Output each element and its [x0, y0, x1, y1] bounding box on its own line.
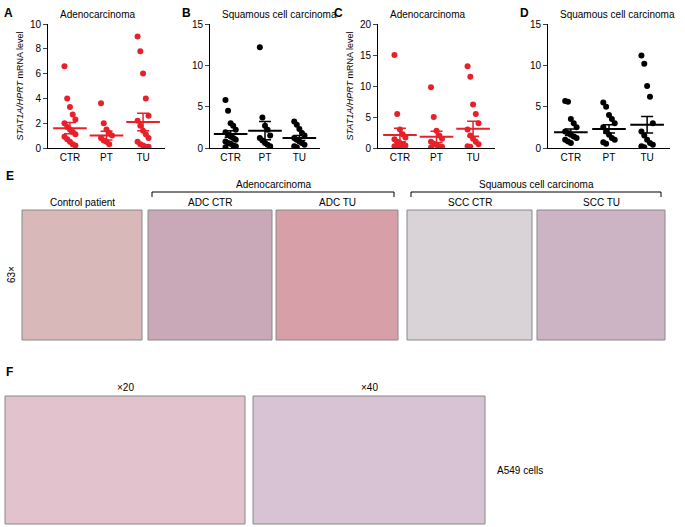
svg-text:5: 5: [365, 112, 371, 123]
svg-text:ADC CTR: ADC CTR: [188, 197, 232, 208]
svg-text:PT: PT: [100, 152, 113, 163]
svg-text:Adenocarcinoma: Adenocarcinoma: [60, 9, 135, 20]
svg-text:6: 6: [35, 68, 41, 79]
svg-text:TU: TU: [640, 152, 653, 163]
svg-text:CTR: CTR: [60, 152, 81, 163]
svg-text:15: 15: [530, 19, 542, 30]
svg-text:10: 10: [530, 60, 542, 71]
svg-text:CTR: CTR: [561, 152, 582, 163]
svg-text:SCC CTR: SCC CTR: [448, 197, 492, 208]
svg-text:STAT1A/HPRT mRNA level: STAT1A/HPRT mRNA level: [15, 31, 25, 140]
svg-text:SCC TU: SCC TU: [583, 197, 620, 208]
svg-text:10: 10: [30, 19, 42, 30]
svg-text:E: E: [6, 169, 14, 183]
svg-text:CTR: CTR: [220, 152, 241, 163]
svg-text:A: A: [4, 6, 13, 20]
svg-text:10: 10: [192, 60, 204, 71]
svg-text:2: 2: [35, 118, 41, 129]
svg-text:Squamous cell carcinoma: Squamous cell carcinoma: [222, 9, 337, 20]
svg-text:CTR: CTR: [390, 152, 411, 163]
svg-text:STAT1A/HPRT mRNA level: STAT1A/HPRT mRNA level: [345, 31, 355, 140]
svg-text:ADC TU: ADC TU: [319, 197, 356, 208]
svg-text:Squamous cell carcinoma: Squamous cell carcinoma: [479, 179, 594, 190]
svg-text:4: 4: [35, 93, 41, 104]
svg-text:5: 5: [197, 101, 203, 112]
svg-text:Squamous cell carcinoma: Squamous cell carcinoma: [560, 9, 675, 20]
svg-text:×20: ×20: [117, 382, 134, 393]
svg-text:C: C: [334, 6, 343, 20]
svg-text:15: 15: [192, 19, 204, 30]
svg-text:TU: TU: [293, 152, 306, 163]
svg-text:0: 0: [197, 143, 203, 154]
svg-text:10: 10: [360, 81, 372, 92]
svg-text:0: 0: [535, 143, 541, 154]
svg-text:20: 20: [360, 19, 372, 30]
svg-text:63×: 63×: [6, 266, 17, 283]
svg-text:A549 cells: A549 cells: [497, 465, 543, 476]
svg-text:×40: ×40: [361, 382, 378, 393]
svg-text:TU: TU: [136, 152, 149, 163]
svg-text:Adenocarcinoma: Adenocarcinoma: [236, 179, 311, 190]
svg-text:PT: PT: [603, 152, 616, 163]
svg-text:Adenocarcinoma: Adenocarcinoma: [390, 9, 465, 20]
svg-text:Control patient: Control patient: [50, 197, 115, 208]
svg-text:0: 0: [35, 143, 41, 154]
svg-text:15: 15: [360, 50, 372, 61]
svg-text:5: 5: [535, 101, 541, 112]
svg-text:B: B: [182, 6, 191, 20]
svg-text:F: F: [6, 365, 13, 379]
svg-text:0: 0: [365, 143, 371, 154]
svg-text:D: D: [520, 6, 529, 20]
svg-text:PT: PT: [259, 152, 272, 163]
svg-text:TU: TU: [466, 152, 479, 163]
svg-text:8: 8: [35, 43, 41, 54]
svg-text:PT: PT: [430, 152, 443, 163]
